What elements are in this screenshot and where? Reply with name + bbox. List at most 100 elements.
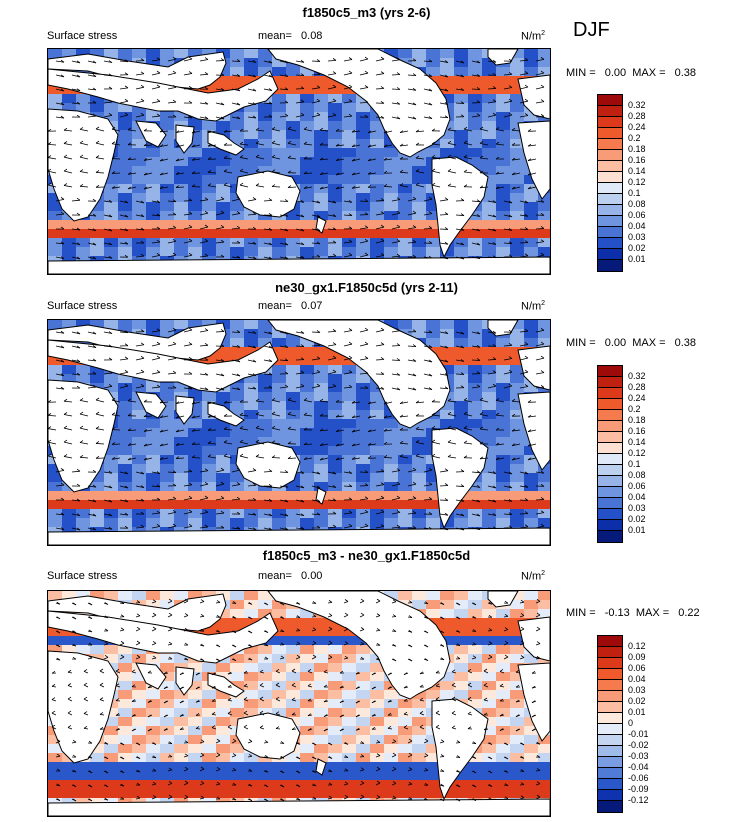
colorbar-swatch	[598, 746, 622, 757]
colorbar-swatch	[598, 636, 622, 647]
panel-2-map	[47, 319, 551, 546]
colorbar-swatch	[598, 227, 622, 238]
colorbar-tick-label: 0.1	[628, 188, 641, 198]
panel-1-min-label: MIN =	[566, 67, 596, 79]
colorbar-tick-label: -0.02	[628, 740, 649, 750]
colorbar-swatch	[598, 801, 622, 812]
colorbar-tick-label: 0.32	[628, 100, 646, 110]
panel-3-map	[47, 590, 551, 817]
colorbar-swatch	[598, 238, 622, 249]
panel-2-min-value: 0.00	[604, 337, 627, 349]
panel-2-colorbar	[597, 365, 623, 543]
colorbar-tick-label: -0.03	[628, 751, 649, 761]
colorbar-swatch	[598, 95, 622, 106]
colorbar-swatch	[598, 128, 622, 139]
colorbar-tick-label: 0.2	[628, 133, 641, 143]
colorbar-tick-label: 0.18	[628, 415, 646, 425]
colorbar-swatch	[598, 249, 622, 260]
colorbar-swatch	[598, 509, 622, 520]
panel-3-colorbar	[597, 635, 623, 813]
colorbar-tick-label: 0.08	[628, 470, 646, 480]
colorbar-swatch	[598, 790, 622, 801]
colorbar-swatch	[598, 531, 622, 542]
colorbar-tick-label: 0.16	[628, 426, 646, 436]
panel-2-max-value: 0.38	[674, 337, 697, 349]
colorbar-swatch	[598, 498, 622, 509]
colorbar-swatch	[598, 713, 622, 724]
colorbar-swatch	[598, 724, 622, 735]
colorbar-tick-label: 0.06	[628, 481, 646, 491]
colorbar-swatch	[598, 172, 622, 183]
colorbar-tick-label: 0.18	[628, 144, 646, 154]
colorbar-swatch	[598, 757, 622, 768]
colorbar-swatch	[598, 205, 622, 216]
colorbar-swatch	[598, 680, 622, 691]
panel-3-units: N/m2	[521, 570, 546, 583]
colorbar-swatch	[598, 658, 622, 669]
colorbar-swatch	[598, 454, 622, 465]
colorbar-tick-label: 0.12	[628, 448, 646, 458]
stress-vectors	[51, 598, 541, 802]
colorbar-tick-label: 0.06	[628, 210, 646, 220]
colorbar-tick-label: 0.01	[628, 525, 646, 535]
panel-1-min-value: 0.00	[604, 67, 627, 79]
colorbar-tick-label: 0.12	[628, 177, 646, 187]
colorbar-swatch	[598, 260, 622, 271]
colorbar-tick-label: 0.06	[628, 663, 646, 673]
panel-1-map	[47, 48, 551, 275]
colorbar-tick-label: 0.03	[628, 232, 646, 242]
colorbar-tick-label: 0.28	[628, 382, 646, 392]
colorbar-swatch	[598, 117, 622, 128]
colorbar-swatch	[598, 487, 622, 498]
colorbar-swatch	[598, 421, 622, 432]
colorbar-tick-label: 0.03	[628, 503, 646, 513]
panel-3-variable-label: Surface stress	[47, 570, 118, 582]
panel-2-minmax: MIN = 0.00 MAX = 0.38	[566, 337, 696, 349]
panel-2-mean-label: mean=	[258, 300, 292, 312]
colorbar-swatch	[598, 768, 622, 779]
colorbar-swatch	[598, 161, 622, 172]
colorbar-swatch	[598, 216, 622, 227]
panel-2-max-label: MAX =	[632, 337, 666, 349]
colorbar-swatch	[598, 183, 622, 194]
colorbar-swatch	[598, 443, 622, 454]
colorbar-tick-label: 0.02	[628, 243, 646, 253]
colorbar-swatch	[598, 647, 622, 658]
colorbar-tick-label: 0.24	[628, 122, 646, 132]
colorbar-tick-label: -0.01	[628, 729, 649, 739]
colorbar-tick-label: 0.04	[628, 674, 646, 684]
panel-3-mean-value: 0.00	[301, 570, 323, 582]
season-label: DJF	[573, 19, 610, 41]
panel-2-units: N/m2	[521, 300, 546, 313]
stress-vectors	[48, 56, 545, 260]
colorbar-swatch	[598, 691, 622, 702]
panel-1-max-value: 0.38	[674, 67, 697, 79]
panel-1-mean-value: 0.08	[301, 30, 323, 42]
panel-1-mean-label: mean=	[258, 30, 292, 42]
panel-2-mean: mean= 0.07	[258, 300, 322, 312]
colorbar-swatch	[598, 520, 622, 531]
stress-vectors	[48, 327, 545, 531]
panel-1-variable-label: Surface stress	[47, 30, 118, 42]
land-masses	[48, 49, 550, 274]
panel-3-mean-label: mean=	[258, 570, 292, 582]
colorbar-tick-label: 0.02	[628, 514, 646, 524]
colorbar-tick-label: 0.24	[628, 393, 646, 403]
panel-1-units: N/m2	[521, 30, 546, 43]
colorbar-tick-label: 0.14	[628, 437, 646, 447]
panel-3-mean: mean= 0.00	[258, 570, 322, 582]
colorbar-swatch	[598, 476, 622, 487]
panel-1-minmax: MIN = 0.00 MAX = 0.38	[566, 67, 696, 79]
panel-3-max-value: 0.22	[678, 607, 700, 619]
panel-3-max-label: MAX =	[635, 607, 670, 619]
colorbar-tick-label: 0.12	[628, 641, 646, 651]
land-masses	[48, 591, 550, 816]
colorbar-swatch	[598, 399, 622, 410]
colorbar-tick-label: 0.16	[628, 155, 646, 165]
panel-1-title: f1850c5_m3 (yrs 2-6)	[302, 5, 431, 20]
panel-3-min-label: MIN =	[566, 607, 596, 619]
colorbar-swatch	[598, 388, 622, 399]
colorbar-swatch	[598, 106, 622, 117]
colorbar-tick-label: -0.12	[628, 795, 649, 805]
colorbar-tick-label: 0.14	[628, 166, 646, 176]
